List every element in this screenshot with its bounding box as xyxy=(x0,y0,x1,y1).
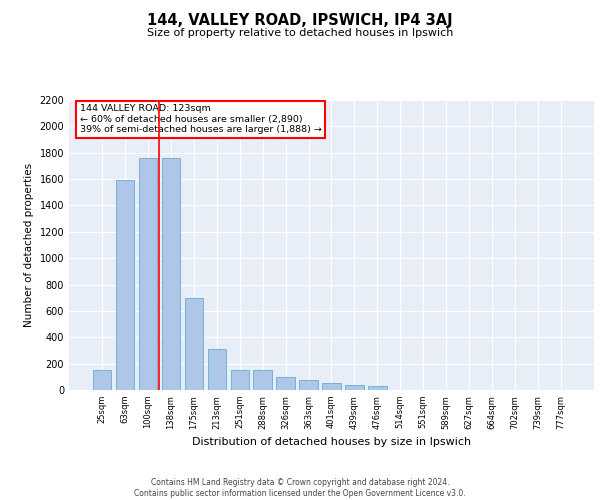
Bar xyxy=(322,383,341,390)
Bar xyxy=(162,158,180,390)
Bar xyxy=(116,180,134,390)
Bar xyxy=(230,370,249,390)
X-axis label: Distribution of detached houses by size in Ipswich: Distribution of detached houses by size … xyxy=(192,437,471,447)
Text: 144 VALLEY ROAD: 123sqm
← 60% of detached houses are smaller (2,890)
39% of semi: 144 VALLEY ROAD: 123sqm ← 60% of detache… xyxy=(79,104,322,134)
Bar xyxy=(93,370,111,390)
Bar xyxy=(277,377,295,390)
Text: Contains HM Land Registry data © Crown copyright and database right 2024.
Contai: Contains HM Land Registry data © Crown c… xyxy=(134,478,466,498)
Text: Size of property relative to detached houses in Ipswich: Size of property relative to detached ho… xyxy=(147,28,453,38)
Bar xyxy=(368,386,386,390)
Bar xyxy=(208,349,226,390)
Bar xyxy=(253,370,272,390)
Bar xyxy=(185,298,203,390)
Bar xyxy=(139,158,157,390)
Bar xyxy=(345,384,364,390)
Bar xyxy=(299,380,318,390)
Text: 144, VALLEY ROAD, IPSWICH, IP4 3AJ: 144, VALLEY ROAD, IPSWICH, IP4 3AJ xyxy=(147,12,453,28)
Y-axis label: Number of detached properties: Number of detached properties xyxy=(24,163,34,327)
